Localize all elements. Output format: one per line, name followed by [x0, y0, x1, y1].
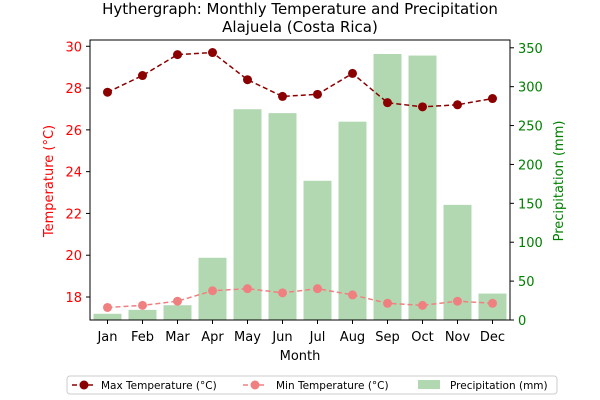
min-temp-point-feb — [138, 300, 147, 310]
axes: Jan Feb Mar Apr May Jun Jul Aug Sep Oct Nov Dec 18 20… — [65, 39, 543, 345]
x-tick-label-nov: Nov — [445, 330, 471, 345]
x-tick-label-mar: Mar — [165, 330, 190, 345]
x-tick-label-jun: Jun — [271, 330, 292, 345]
legend-max-label: Max Temperature (°C) — [101, 380, 217, 392]
x-tick-label-apr: Apr — [201, 330, 224, 345]
legend-max-marker — [79, 380, 89, 390]
max-temp-point-sep — [383, 98, 392, 108]
min-temp-point-sep — [383, 298, 392, 308]
y-right-tick-label-100: 100 — [518, 236, 543, 251]
x-tick-label-sep: Sep — [375, 330, 400, 345]
min-temp-line — [107, 287, 493, 309]
y-axis-left-label: Temperature (°C) — [42, 125, 57, 238]
precip-bar-aug — [338, 121, 367, 321]
y-axis-right-label: Precipitation (mm) — [552, 121, 567, 242]
max-temp-point-mar — [173, 50, 182, 60]
max-temp-point-dec — [488, 94, 497, 104]
precip-bar-feb — [128, 309, 157, 320]
legend-precip-label: Precipitation (mm) — [450, 380, 548, 392]
legend-precip-swatch — [418, 380, 440, 389]
min-temp-point-dec — [488, 298, 497, 308]
max-temp-point-jun — [278, 91, 287, 101]
y-right-tick-label-200: 200 — [518, 158, 543, 173]
max-temp-point-apr — [208, 48, 217, 58]
x-tick-label-aug: Aug — [340, 330, 365, 345]
min-temp-point-nov — [453, 296, 462, 306]
max-temp-point-jan — [103, 87, 112, 97]
min-temp-point-jan — [103, 302, 112, 312]
min-temp-point-apr — [208, 286, 217, 296]
legend-min-label: Min Temperature (°C) — [276, 380, 389, 392]
precip-bar-mar — [163, 305, 192, 320]
min-temp-point-oct — [418, 300, 427, 310]
legend: Max Temperature (°C) Min Temperature (°C… — [66, 375, 558, 395]
chart-title-line1: Hythergraph: Monthly Temperature and Pre… — [102, 0, 498, 18]
y-right-tick-label-300: 300 — [518, 81, 543, 96]
temperature-lines — [103, 48, 497, 312]
max-temp-point-feb — [138, 71, 147, 81]
max-temp-point-aug — [348, 68, 357, 78]
precip-bar-jan — [93, 313, 122, 320]
max-temp-point-jul — [313, 89, 322, 99]
max-temp-point-oct — [418, 102, 427, 112]
max-temp-line — [107, 51, 493, 108]
x-tick-label-jul: Jul — [309, 330, 326, 345]
x-tick-label-jan: Jan — [96, 330, 117, 345]
x-tick-label-dec: Dec — [480, 330, 505, 345]
min-temp-point-mar — [173, 296, 182, 306]
min-temp-point-jul — [313, 284, 322, 294]
plot-frame — [89, 39, 511, 321]
min-temp-point-may — [243, 284, 252, 294]
precip-bar-oct — [408, 55, 437, 321]
x-axis-label: Month — [280, 349, 321, 364]
precip-bar-jun — [268, 113, 297, 320]
y-left-tick-label-26: 26 — [65, 124, 82, 139]
y-left-tick-label-30: 30 — [65, 40, 82, 55]
y-right-tick-label-50: 50 — [518, 275, 535, 290]
max-temp-point-may — [243, 75, 252, 85]
chart-title-line2: Alajuela (Costa Rica) — [222, 18, 378, 36]
y-left-tick-label-24: 24 — [65, 166, 82, 181]
y-right-tick-label-0: 0 — [518, 314, 526, 329]
min-temp-point-aug — [348, 290, 357, 300]
y-left-tick-label-20: 20 — [65, 249, 82, 264]
y-left-tick-label-18: 18 — [65, 291, 82, 306]
min-temp-point-jun — [278, 288, 287, 298]
y-right-tick-label-350: 350 — [518, 42, 543, 57]
precip-bar-jul — [303, 180, 332, 320]
max-temp-point-nov — [453, 100, 462, 110]
legend-min-marker — [250, 380, 260, 390]
y-right-tick-label-150: 150 — [518, 197, 543, 212]
precipitation-bars — [93, 54, 507, 321]
x-tick-label-oct: Oct — [411, 330, 433, 345]
y-left-tick-label-28: 28 — [65, 82, 82, 97]
y-right-tick-label-250: 250 — [518, 120, 543, 135]
x-tick-label-may: May — [234, 330, 261, 345]
x-tick-label-feb: Feb — [131, 330, 154, 345]
y-left-tick-label-22: 22 — [65, 207, 82, 222]
